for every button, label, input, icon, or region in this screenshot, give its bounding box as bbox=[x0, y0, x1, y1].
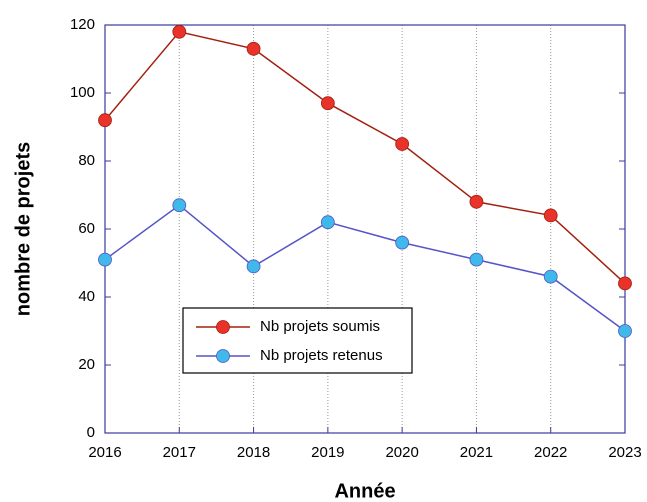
point bbox=[618, 324, 632, 338]
legend-marker bbox=[216, 349, 230, 363]
legend-label: Nb projets soumis bbox=[260, 318, 380, 335]
point bbox=[395, 235, 410, 250]
point bbox=[98, 252, 112, 267]
y-tick-label: 100 bbox=[70, 84, 95, 101]
point bbox=[618, 276, 632, 291]
x-tick-label: 2018 bbox=[237, 444, 270, 461]
plot-frame bbox=[104, 24, 626, 434]
point bbox=[98, 113, 112, 128]
point bbox=[172, 24, 187, 39]
x-tick-label: 2023 bbox=[608, 444, 641, 461]
y-tick-label: 20 bbox=[78, 356, 95, 373]
point bbox=[172, 198, 187, 213]
x-axis-label: Année bbox=[334, 480, 395, 502]
point bbox=[469, 252, 484, 267]
x-tick-label: 2022 bbox=[534, 444, 567, 461]
point bbox=[320, 96, 335, 111]
x-tick-label: 2016 bbox=[88, 444, 121, 461]
x-tick-label: 2017 bbox=[163, 444, 196, 461]
y-tick-label: 0 bbox=[87, 424, 95, 441]
point bbox=[469, 194, 484, 209]
point bbox=[543, 269, 558, 284]
series-line bbox=[104, 30, 626, 284]
y-tick-label: 40 bbox=[78, 288, 95, 305]
series-line bbox=[104, 204, 626, 332]
y-tick-label: 80 bbox=[78, 152, 95, 169]
x-tick-label: 2021 bbox=[460, 444, 493, 461]
y-tick-label: 60 bbox=[78, 220, 95, 237]
y-tick-label: 120 bbox=[70, 16, 95, 33]
point bbox=[246, 41, 261, 56]
x-tick-label: 2019 bbox=[311, 444, 344, 461]
point bbox=[543, 208, 558, 223]
point bbox=[395, 137, 410, 151]
y-axis-label: nombre de projets bbox=[12, 142, 34, 316]
x-tick-label: 2020 bbox=[385, 444, 418, 461]
legend-marker bbox=[216, 320, 230, 334]
legend-label: Nb projets retenus bbox=[260, 347, 383, 364]
point bbox=[320, 215, 335, 230]
point bbox=[246, 259, 261, 274]
